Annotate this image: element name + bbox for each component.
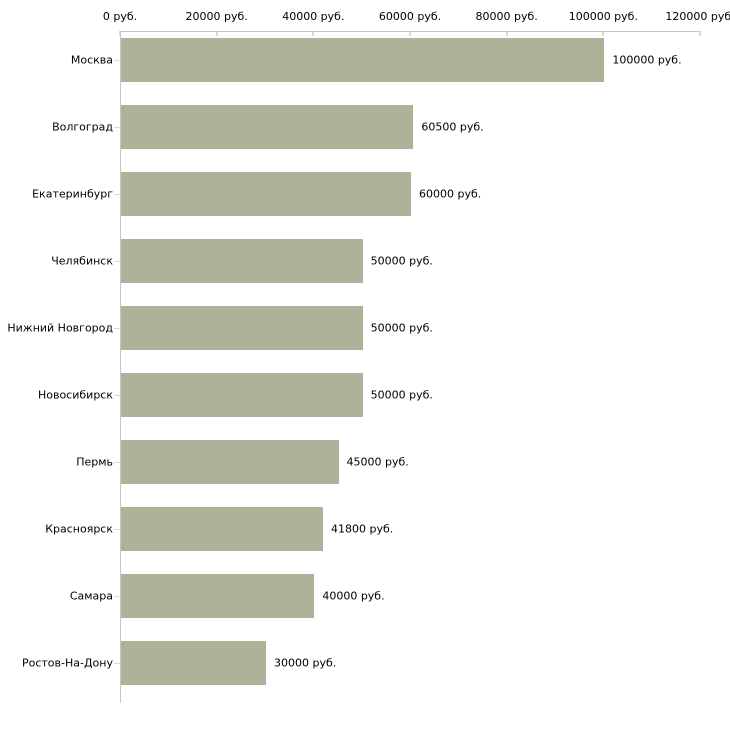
y-axis-tick-mark	[114, 60, 120, 61]
y-axis-tick-mark	[114, 261, 120, 262]
value-label: 60500 руб.	[421, 120, 484, 134]
bar	[121, 172, 411, 216]
x-axis-tick-label: 0 руб.	[102, 10, 138, 23]
x-axis-tick-mark	[699, 31, 701, 36]
chart-row: Самара 40000 руб.	[0, 572, 730, 639]
chart-row: Екатеринбург 60000 руб.	[0, 170, 730, 237]
x-axis-line	[120, 31, 700, 32]
x-axis-tick-label: 60000 руб.	[378, 10, 442, 23]
category-label: Красноярск	[45, 522, 113, 536]
x-axis-tick-mark	[409, 31, 411, 36]
y-axis-tick-mark	[114, 663, 120, 664]
category-label: Пермь	[76, 455, 113, 469]
y-axis-tick-mark	[114, 462, 120, 463]
x-axis-tick-label: 80000 руб.	[475, 10, 538, 23]
x-axis-tick-label: 20000 руб.	[185, 10, 248, 23]
x-axis-tick-label: 120000 руб.	[665, 10, 730, 23]
category-label: Новосибирск	[37, 388, 113, 402]
bar	[121, 440, 339, 484]
chart-row: Волгоград 60500 руб.	[0, 103, 730, 170]
value-label: 100000 руб.	[612, 53, 682, 67]
chart-row: Нижний Новгород 50000 руб.	[0, 304, 730, 371]
y-axis-tick-mark	[114, 529, 120, 530]
x-axis-tick-mark	[215, 31, 218, 36]
category-label: Волгоград	[52, 120, 113, 134]
bar	[121, 507, 324, 551]
value-label: 41800 руб.	[331, 522, 394, 536]
x-axis-tick-mark	[312, 31, 315, 36]
value-label: 45000 руб.	[346, 455, 409, 469]
value-label: 60000 руб.	[419, 187, 482, 201]
bar	[121, 239, 363, 283]
bar	[121, 105, 414, 149]
value-label: 50000 руб.	[370, 321, 433, 335]
category-label: Москва	[70, 53, 113, 67]
chart-row: Красноярск 41800 руб.	[0, 505, 730, 572]
category-label: Ростов-На-Дону	[21, 656, 113, 670]
y-axis-tick-mark	[114, 127, 120, 128]
x-axis-tick-mark	[602, 31, 605, 36]
y-axis-tick-mark	[114, 395, 120, 396]
value-label: 50000 руб.	[370, 388, 433, 402]
chart-row: Пермь 45000 руб.	[0, 438, 730, 505]
value-label: 30000 руб.	[274, 656, 337, 670]
y-axis-line	[120, 31, 121, 703]
chart-row: Ростов-На-Дону 30000 руб.	[0, 639, 730, 706]
y-axis-tick-mark	[114, 194, 120, 195]
value-label: 50000 руб.	[370, 254, 433, 268]
category-label: Нижний Новгород	[7, 321, 113, 335]
chart-row: Новосибирск 50000 руб.	[0, 371, 730, 438]
bar	[121, 38, 605, 82]
category-label: Самара	[69, 589, 113, 603]
chart-row: Москва 100000 руб.	[0, 36, 730, 103]
chart-row: Челябинск 50000 руб.	[0, 237, 730, 304]
value-label: 40000 руб.	[322, 589, 385, 603]
bar	[121, 373, 363, 417]
y-axis-tick-mark	[114, 328, 120, 329]
x-axis-tick-label: 40000 руб.	[282, 10, 345, 23]
x-axis-tick-mark	[505, 31, 508, 36]
bar	[121, 574, 315, 618]
y-axis-tick-mark	[114, 596, 120, 597]
bar	[121, 641, 266, 685]
bar	[121, 306, 363, 350]
x-axis-tick-label: 100000 руб.	[568, 10, 638, 23]
category-label: Челябинск	[51, 254, 113, 268]
category-label: Екатеринбург	[32, 187, 113, 201]
